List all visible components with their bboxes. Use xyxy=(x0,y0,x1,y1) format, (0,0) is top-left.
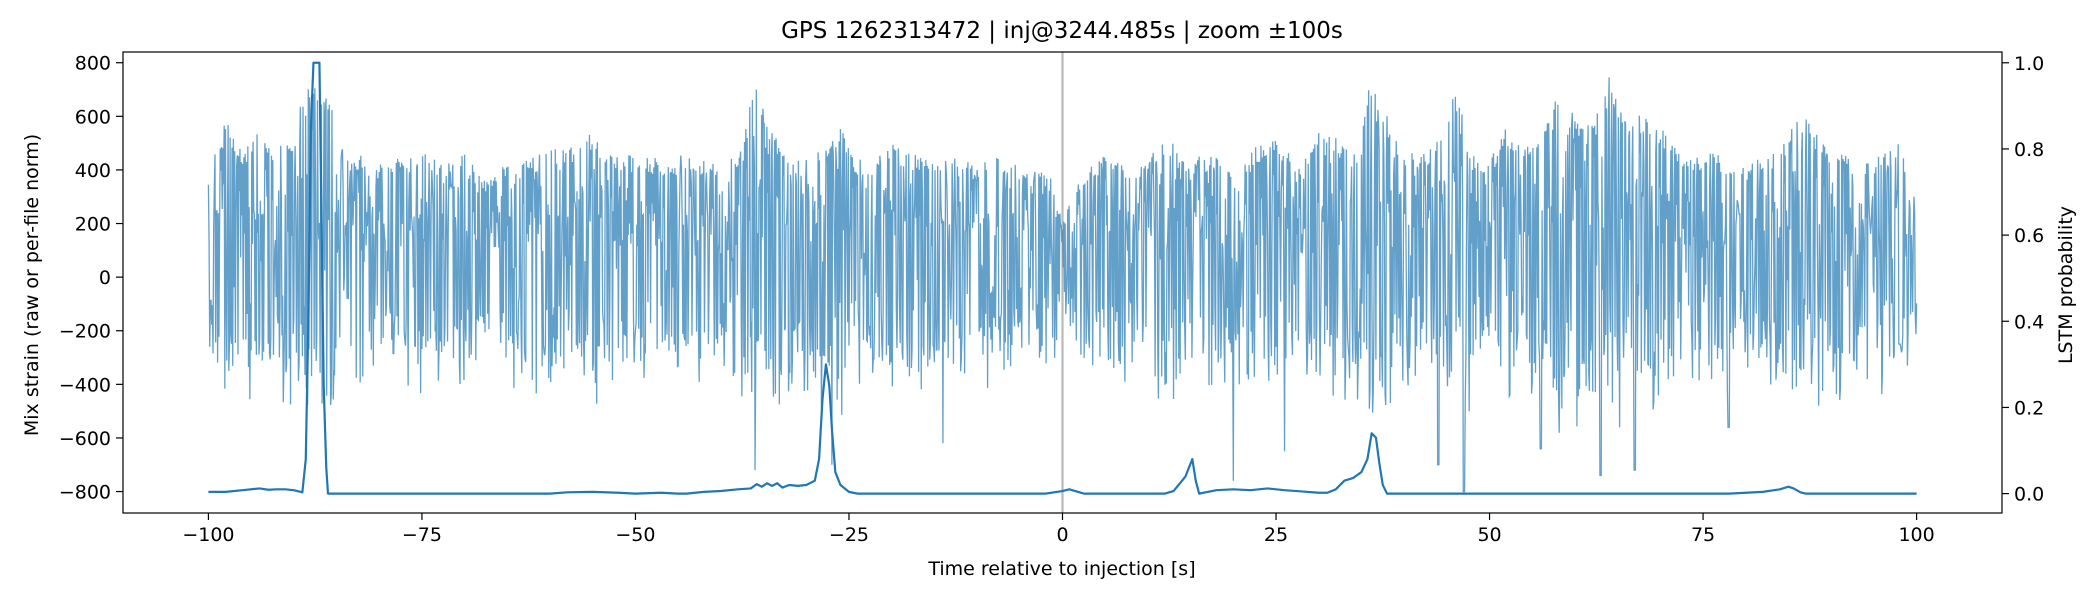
right-y-tick-label: 1.0 xyxy=(2014,53,2044,75)
x-axis: −100 −75 −50 −25 0 25 50 75 100 xyxy=(182,513,1935,546)
left-y-axis-label: Mix strain (raw or per-file norm) xyxy=(21,134,43,436)
x-tick-label: 0 xyxy=(1056,524,1068,546)
right-y-axis-label: LSTM probability xyxy=(2055,206,2077,364)
left-y-axis: 800 600 400 200 0 −200 −400 −600 −800 xyxy=(59,53,123,504)
right-y-tick-label: 0.8 xyxy=(2014,139,2044,161)
x-tick-label: 75 xyxy=(1691,524,1715,546)
x-tick-label: −100 xyxy=(182,524,234,546)
left-y-tick-label: −200 xyxy=(59,321,111,343)
right-y-tick-label: 0.2 xyxy=(2014,397,2044,419)
x-tick-label: −50 xyxy=(615,524,655,546)
x-tick-label: 100 xyxy=(1898,524,1934,546)
left-y-tick-label: −800 xyxy=(59,482,111,504)
right-y-axis: 1.0 0.8 0.6 0.4 0.2 0.0 xyxy=(2002,53,2044,506)
left-y-tick-label: 800 xyxy=(75,53,111,75)
left-y-tick-label: 600 xyxy=(75,106,111,128)
x-tick-label: 50 xyxy=(1477,524,1501,546)
left-y-tick-label: −400 xyxy=(59,374,111,396)
left-y-tick-label: 400 xyxy=(75,160,111,182)
x-tick-label: −75 xyxy=(402,524,442,546)
right-y-tick-label: 0.6 xyxy=(2014,225,2044,247)
probability-series xyxy=(208,61,1917,495)
left-y-tick-label: 200 xyxy=(75,214,111,236)
right-y-tick-label: 0.4 xyxy=(2014,311,2044,333)
x-tick-label: −25 xyxy=(829,524,869,546)
lstm-probability-line xyxy=(208,61,1917,495)
right-y-tick-label: 0.0 xyxy=(2014,484,2044,506)
x-tick-label: 25 xyxy=(1264,524,1288,546)
left-y-tick-label: 0 xyxy=(99,267,111,289)
left-y-tick-label: −600 xyxy=(59,428,111,450)
chart-title: GPS 1262313472 | inj@3244.485s | zoom ±1… xyxy=(781,18,1343,44)
x-axis-label: Time relative to injection [s] xyxy=(927,558,1195,580)
